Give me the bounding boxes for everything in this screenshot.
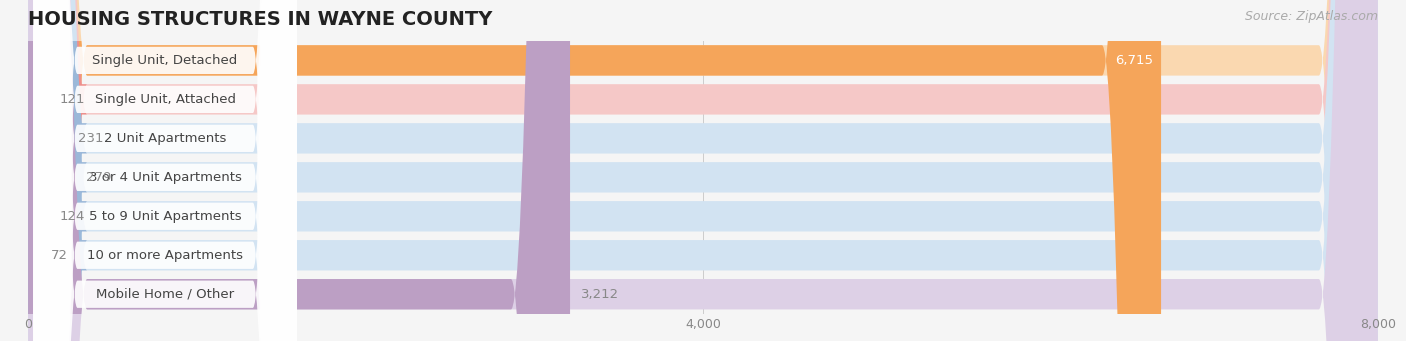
FancyBboxPatch shape [0, 0, 87, 341]
Text: Single Unit, Detached: Single Unit, Detached [93, 54, 238, 67]
Text: 3,212: 3,212 [581, 288, 619, 301]
FancyBboxPatch shape [28, 0, 1378, 341]
FancyBboxPatch shape [34, 0, 297, 341]
FancyBboxPatch shape [28, 0, 1378, 341]
FancyBboxPatch shape [28, 0, 1378, 341]
FancyBboxPatch shape [34, 0, 297, 341]
FancyBboxPatch shape [15, 0, 87, 341]
FancyBboxPatch shape [28, 0, 1378, 341]
Text: Source: ZipAtlas.com: Source: ZipAtlas.com [1244, 10, 1378, 23]
FancyBboxPatch shape [34, 0, 297, 341]
Text: Mobile Home / Other: Mobile Home / Other [96, 288, 235, 301]
FancyBboxPatch shape [34, 0, 297, 341]
FancyBboxPatch shape [28, 0, 1378, 341]
Text: 72: 72 [51, 249, 67, 262]
FancyBboxPatch shape [34, 0, 297, 341]
FancyBboxPatch shape [28, 0, 1161, 341]
Text: 5 to 9 Unit Apartments: 5 to 9 Unit Apartments [89, 210, 242, 223]
FancyBboxPatch shape [0, 0, 87, 341]
Text: 10 or more Apartments: 10 or more Apartments [87, 249, 243, 262]
Text: 121: 121 [59, 93, 84, 106]
Text: 279: 279 [86, 171, 111, 184]
Text: 2 Unit Apartments: 2 Unit Apartments [104, 132, 226, 145]
FancyBboxPatch shape [34, 0, 297, 341]
FancyBboxPatch shape [28, 0, 1378, 341]
FancyBboxPatch shape [0, 0, 87, 341]
Text: 231: 231 [77, 132, 104, 145]
FancyBboxPatch shape [28, 0, 569, 341]
FancyBboxPatch shape [8, 0, 87, 341]
Text: HOUSING STRUCTURES IN WAYNE COUNTY: HOUSING STRUCTURES IN WAYNE COUNTY [28, 10, 492, 29]
FancyBboxPatch shape [28, 0, 1378, 341]
FancyBboxPatch shape [34, 0, 297, 341]
Text: Single Unit, Attached: Single Unit, Attached [94, 93, 236, 106]
Text: 124: 124 [60, 210, 86, 223]
Text: 3 or 4 Unit Apartments: 3 or 4 Unit Apartments [89, 171, 242, 184]
Text: 6,715: 6,715 [1115, 54, 1153, 67]
